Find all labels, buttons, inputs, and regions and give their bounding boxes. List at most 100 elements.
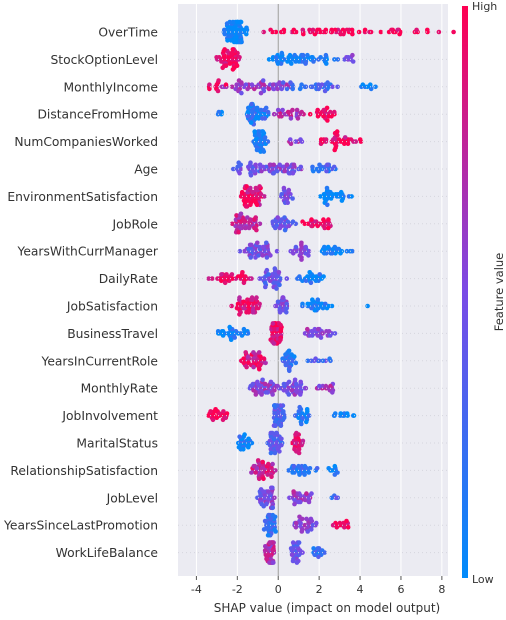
shap-point <box>263 284 268 290</box>
shap-point <box>227 324 232 330</box>
shap-point <box>257 162 263 168</box>
shap-point <box>270 505 275 511</box>
shap-point <box>245 354 251 359</box>
shap-point <box>273 423 278 428</box>
shap-point <box>303 61 308 66</box>
shap-point <box>299 421 304 427</box>
shap-point <box>253 470 258 475</box>
shap-point <box>280 80 286 85</box>
feature-label: YearsSinceLastPromotion <box>3 519 158 533</box>
shap-point <box>273 303 278 309</box>
shap-point <box>312 326 318 332</box>
shap-point <box>324 168 329 174</box>
shap-point <box>317 27 322 33</box>
shap-point <box>279 442 284 448</box>
shap-point <box>277 225 283 231</box>
x-tick-label: 6 <box>397 583 404 596</box>
shap-point <box>297 514 302 520</box>
shap-point <box>246 225 252 231</box>
shap-point <box>299 240 304 246</box>
shap-point <box>281 409 286 414</box>
shap-point <box>219 272 224 277</box>
shap-point <box>425 27 430 33</box>
shap-point <box>268 27 273 33</box>
shap-point <box>293 59 299 64</box>
shap-point <box>293 381 299 387</box>
shap-point <box>256 116 262 121</box>
shap-point <box>326 217 331 222</box>
shap-point <box>310 55 315 60</box>
shap-point <box>305 274 310 279</box>
shap-point <box>261 356 267 362</box>
shap-point <box>348 137 354 142</box>
shap-point <box>281 185 287 191</box>
shap-point <box>265 109 271 115</box>
shap-point <box>345 141 351 146</box>
shap-point <box>237 312 242 317</box>
shap-point <box>302 522 308 528</box>
shap-point <box>305 358 311 364</box>
shap-point <box>316 82 321 87</box>
shap-point <box>337 520 343 526</box>
shap-point <box>331 164 337 170</box>
shap-point <box>264 240 269 246</box>
shap-point <box>357 137 363 142</box>
shap-point <box>328 196 334 201</box>
shap-point <box>270 461 275 467</box>
shap-point <box>304 466 309 471</box>
shap-point <box>315 546 321 551</box>
shap-point <box>315 107 321 113</box>
shap-point <box>249 242 254 248</box>
shap-point <box>279 29 284 35</box>
shap-point <box>222 31 228 37</box>
shap-point <box>235 164 240 170</box>
shap-point <box>325 162 330 168</box>
shap-point <box>263 105 269 111</box>
shap-point <box>241 326 247 332</box>
shap-point <box>262 135 268 140</box>
feature-row-points <box>206 403 357 428</box>
shap-point <box>290 470 295 475</box>
feature-row-points <box>214 47 356 72</box>
shap-point <box>248 120 254 125</box>
shap-point <box>265 532 271 538</box>
shap-point <box>324 185 330 191</box>
shap-point <box>330 390 335 395</box>
shap-point <box>290 107 295 113</box>
shap-point <box>251 168 257 174</box>
shap-point <box>327 356 332 362</box>
shap-point <box>258 487 264 492</box>
shap-point <box>326 466 332 471</box>
shap-point <box>216 109 222 115</box>
feature-row-points <box>236 430 306 456</box>
colorbar-low-label: Low <box>472 573 494 586</box>
shap-point <box>266 461 271 467</box>
shap-point <box>227 19 233 25</box>
shap-point <box>220 329 226 334</box>
shap-point <box>287 368 292 374</box>
shap-point <box>249 295 255 300</box>
shap-point <box>241 299 246 305</box>
shap-point <box>249 276 254 281</box>
shap-point <box>276 270 282 275</box>
shap-point <box>219 278 224 284</box>
shap-point <box>296 415 301 421</box>
shap-point <box>271 341 277 346</box>
shap-point <box>312 552 318 557</box>
shap-point <box>280 107 285 113</box>
shap-point <box>266 57 272 62</box>
shap-point <box>321 114 326 119</box>
shap-point <box>290 219 296 224</box>
shap-point <box>272 450 278 456</box>
shap-point <box>310 164 315 170</box>
shap-point <box>262 518 268 524</box>
shap-point <box>255 458 261 463</box>
shap-point <box>321 217 326 222</box>
feature-label: YearsWithCurrManager <box>16 245 158 259</box>
shap-point <box>279 114 284 119</box>
shap-point <box>309 491 314 496</box>
shap-point <box>229 272 235 277</box>
x-tick-label: -4 <box>191 583 202 596</box>
shap-point <box>279 86 285 92</box>
shap-point <box>273 468 278 473</box>
